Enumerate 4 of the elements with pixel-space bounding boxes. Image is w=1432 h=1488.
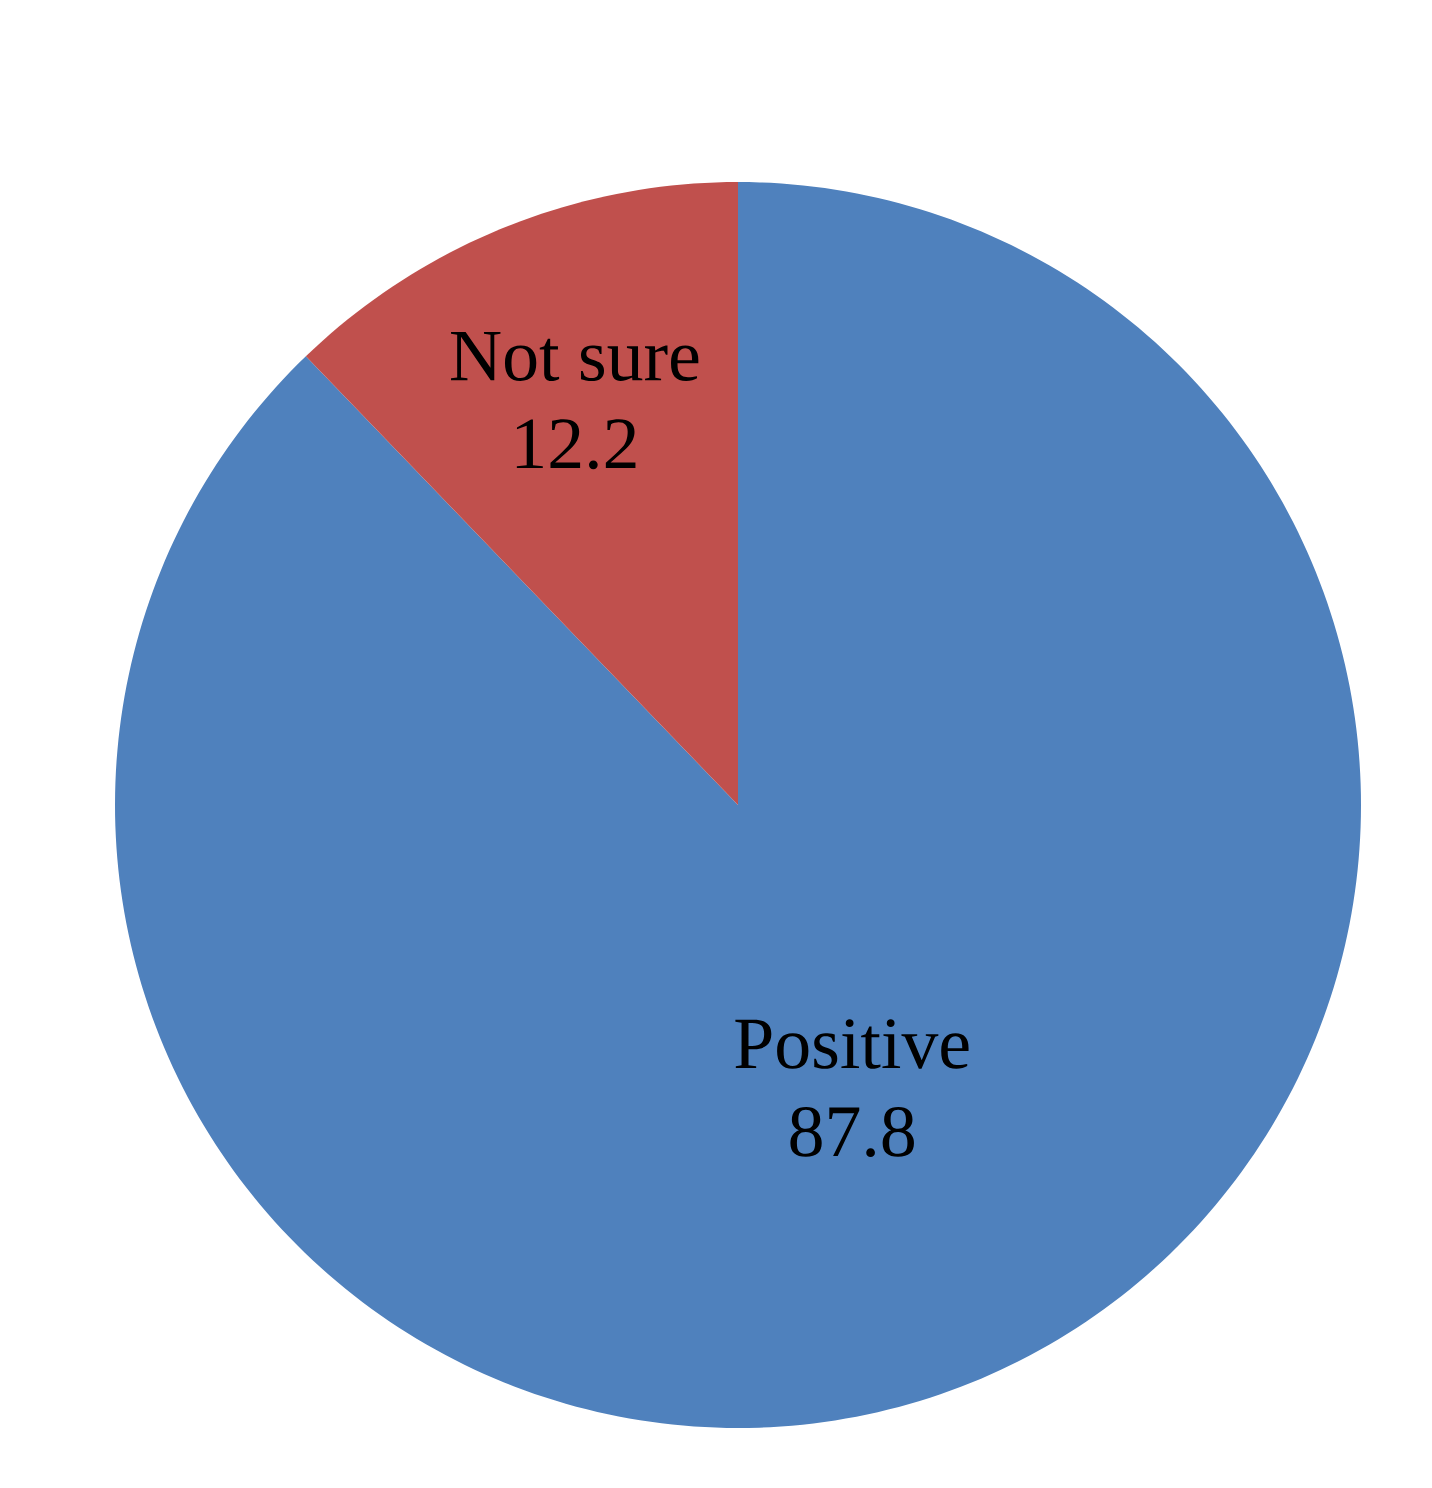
data-label: 87.8	[790, 1106, 914, 1158]
slice-label: Positive	[735, 1019, 969, 1069]
slice-label: Not sure	[451, 331, 699, 381]
data-label: 12.2	[516, 419, 636, 470]
